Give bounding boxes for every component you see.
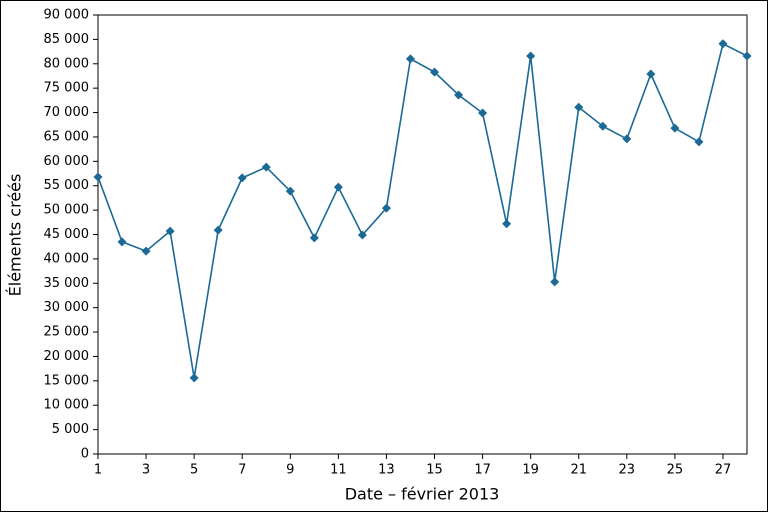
point-marker <box>502 219 512 229</box>
point-marker <box>670 123 680 133</box>
y-tick-label: 25 000 <box>44 325 90 340</box>
point-marker <box>742 51 752 61</box>
point-marker <box>430 67 440 77</box>
y-tick-label: 50 000 <box>44 203 90 218</box>
point-marker <box>237 173 247 183</box>
x-tick-label: 27 <box>715 463 732 478</box>
point-marker <box>141 246 151 256</box>
y-axis-label: Éléments créés <box>6 174 25 297</box>
x-axis-label: Date – février 2013 <box>345 485 500 504</box>
x-tick-label: 9 <box>286 463 294 478</box>
point-marker <box>694 137 704 147</box>
point-marker <box>189 373 199 383</box>
x-tick-label: 25 <box>667 463 684 478</box>
point-marker <box>309 233 319 243</box>
point-marker <box>213 225 223 235</box>
x-tick-label: 11 <box>330 463 347 478</box>
point-marker <box>285 186 295 196</box>
y-tick-label: 20 000 <box>44 349 90 364</box>
x-tick-label: 15 <box>426 463 443 478</box>
point-marker <box>333 182 343 192</box>
point-marker <box>117 237 127 247</box>
y-tick-label: 0 <box>81 447 89 462</box>
y-tick-label: 30 000 <box>44 300 90 315</box>
x-tick-label: 3 <box>142 463 150 478</box>
x-tick-label: 19 <box>522 463 539 478</box>
x-tick-label: 7 <box>238 463 246 478</box>
x-tick-label: 17 <box>474 463 491 478</box>
point-marker <box>405 54 415 64</box>
y-tick-label: 75 000 <box>44 81 90 96</box>
point-marker <box>93 172 103 182</box>
y-tick-label: 70 000 <box>44 105 90 120</box>
point-marker <box>357 230 367 240</box>
y-tick-label: 65 000 <box>44 129 90 144</box>
point-marker <box>598 121 608 131</box>
y-tick-label: 5 000 <box>52 422 89 437</box>
point-marker <box>646 69 656 79</box>
point-marker <box>454 90 464 100</box>
x-tick-label: 1 <box>94 463 102 478</box>
point-marker <box>526 51 536 61</box>
y-tick-label: 80 000 <box>44 56 90 71</box>
x-tick-label: 5 <box>190 463 198 478</box>
series-line <box>97 42 748 379</box>
y-tick-label: 55 000 <box>44 178 90 193</box>
point-marker <box>574 102 584 112</box>
y-tick-label: 40 000 <box>44 251 90 266</box>
y-tick-label: 85 000 <box>44 32 90 47</box>
point-marker <box>622 134 632 144</box>
y-tick-label: 45 000 <box>44 227 90 242</box>
y-tick-label: 35 000 <box>44 276 90 291</box>
point-marker <box>478 108 488 118</box>
x-tick-label: 23 <box>619 463 636 478</box>
y-tick-label: 90 000 <box>44 8 90 23</box>
x-tick-label: 13 <box>378 463 395 478</box>
point-marker <box>718 39 728 49</box>
point-marker <box>165 226 175 236</box>
point-marker <box>550 277 560 287</box>
y-tick-label: 10 000 <box>44 398 90 413</box>
y-tick-label: 60 000 <box>44 154 90 169</box>
y-tick-label: 15 000 <box>44 373 90 388</box>
point-marker <box>381 203 391 213</box>
point-marker <box>261 162 271 172</box>
x-tick-label: 21 <box>570 463 587 478</box>
